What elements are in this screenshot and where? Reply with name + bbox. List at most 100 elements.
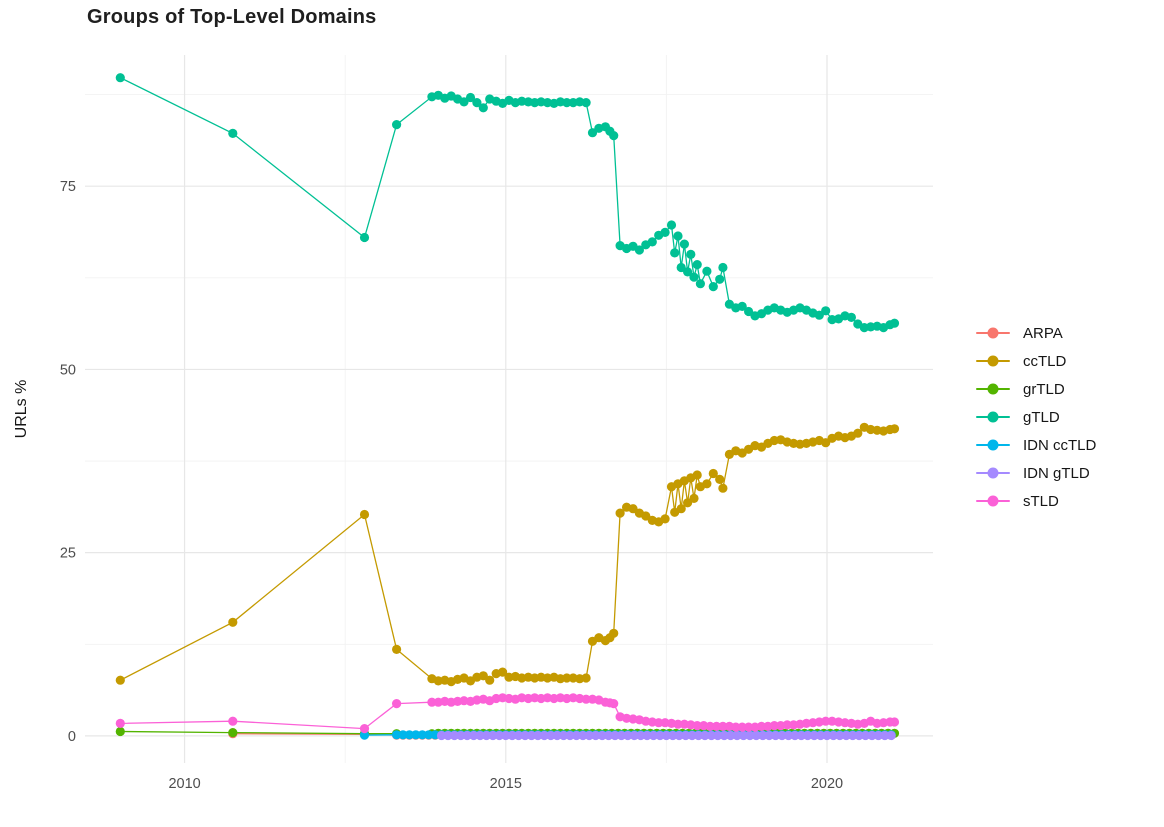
data-point-idn-cctld [424,730,434,740]
legend-item-stld: sTLD [976,487,1096,515]
data-point-idn-gtld [732,730,742,741]
data-point-idn-gtld [886,730,896,741]
data-point-idn-gtld [623,730,633,741]
data-point-idn-gtld [867,730,877,741]
x-tick-label: 2020 [811,776,843,792]
x-tick-label: 2010 [168,776,200,792]
data-point-idn-gtld [655,730,665,741]
data-point-gtld [459,97,469,107]
data-point-gtld [737,301,747,311]
series-line-cctld [120,426,895,683]
legend-key-dot [987,439,999,451]
data-point-cctld [715,474,725,484]
y-tick-label: 0 [68,729,76,745]
data-point-grtld [115,726,125,737]
data-point-cctld [889,424,900,434]
data-point-gtld [695,279,706,289]
series-line-gtld [120,77,895,329]
data-point-gtld [689,272,699,282]
legend-item-grtld: grTLD [976,375,1096,403]
data-point-cctld [115,675,125,685]
data-point-cctld [689,493,699,503]
data-point-idn-gtld [507,730,517,741]
data-point-idn-gtld [456,730,466,741]
data-point-idn-gtld [475,730,485,741]
data-point-idn-cctld [417,730,427,740]
data-point-stld [228,716,238,726]
data-point-idn-gtld [636,730,646,741]
data-point-idn-gtld [616,730,627,741]
data-point-idn-gtld [578,730,588,741]
legend-key-dot [987,383,999,395]
data-point-idn-gtld [449,730,459,741]
series-cctld [115,422,900,687]
data-point-idn-gtld [546,730,556,741]
data-point-cctld [498,667,508,677]
data-point-idn-gtld [693,730,704,741]
data-point-cctld [478,671,488,681]
data-point-stld [718,721,728,732]
data-point-gtld [587,128,598,138]
data-point-idn-gtld [629,730,639,741]
data-point-gtld [683,267,693,277]
data-point-stld [654,718,664,728]
x-tick-label: 2015 [490,776,522,792]
data-point-idn-gtld [661,730,672,741]
data-point-stld [359,724,370,734]
data-point-gtld [562,98,572,108]
data-point-gtld [715,274,725,284]
legend-label: gTLD [1023,408,1060,426]
data-point-idn-gtld [565,730,575,741]
data-point-idn-gtld [848,730,858,741]
data-point-idn-gtld [764,730,774,741]
legend-label: IDN gTLD [1023,464,1090,482]
data-point-idn-gtld [777,730,787,741]
data-point-idn-gtld [751,730,761,741]
data-point-gtld [465,92,476,103]
legend-item-arpa: ARPA [976,319,1096,347]
data-point-gtld [679,239,690,249]
grid-minor [85,55,933,763]
data-point-idn-gtld [488,730,498,741]
y-axis-tick-labels: 0 25 50 75 [60,179,76,745]
series-stld [115,693,900,734]
data-point-gtld [686,249,696,259]
series-idn-gtld [436,730,896,741]
data-point-gtld [472,98,482,108]
data-point-idn-gtld [822,730,832,741]
chart-title: Groups of Top-Level Domains [87,6,377,28]
data-point-idn-gtld [796,730,806,741]
data-point-gtld [392,120,402,130]
legend-label: ccTLD [1023,352,1067,370]
y-tick-label: 50 [60,362,76,378]
x-axis-tick-labels: 2010 2015 2020 [168,776,843,792]
data-point-gtld [647,237,657,247]
data-point-stld [889,717,900,727]
data-point-idn-gtld [436,730,447,741]
legend-key-icon [976,495,1010,507]
data-point-gtld [673,231,683,241]
data-point-idn-gtld [713,730,723,741]
data-point-idn-cctld [411,730,421,740]
data-point-idn-gtld [828,730,839,741]
data-point-idn-gtld [597,730,607,741]
data-point-idn-gtld [809,730,819,741]
data-point-idn-gtld [533,730,543,741]
data-point-cctld [676,504,686,514]
legend-item-idn-cctld: IDN ccTLD [976,431,1096,459]
legend-key-icon [976,411,1010,423]
data-point-gtld [634,245,645,255]
data-point-cctld [692,470,702,480]
data-point-idn-gtld [552,730,562,741]
data-point-idn-gtld [648,730,659,741]
legend-key-dot [987,495,999,507]
data-point-stld [769,721,779,731]
data-point-stld [692,721,702,731]
data-point-idn-cctld [404,730,414,740]
data-point-idn-gtld [758,730,768,741]
data-point-cctld [392,644,402,655]
data-point-idn-gtld [481,730,492,741]
data-point-idn-gtld [841,730,851,741]
data-point-stld [737,722,747,732]
